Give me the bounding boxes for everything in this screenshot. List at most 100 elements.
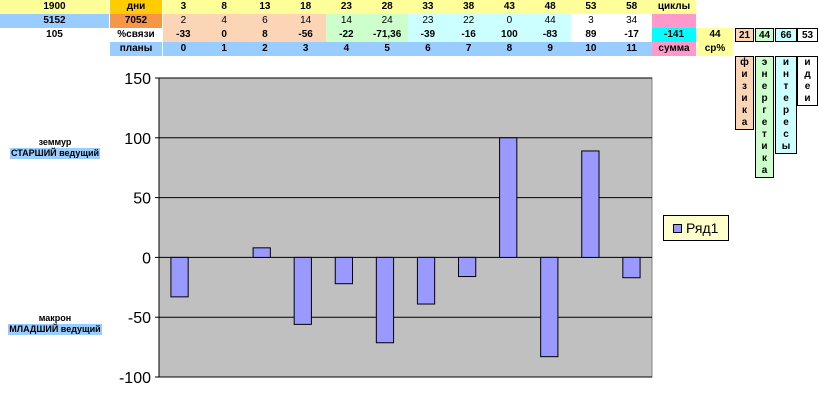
top-presenter: земмур СТАРШИЙ ведущий <box>0 137 110 159</box>
days-lead: 1900 <box>0 0 109 14</box>
plan-cell: 4 <box>326 42 367 56</box>
vertical-letter: т <box>762 129 767 140</box>
plan-cell: 1 <box>203 42 245 56</box>
vertical-letter: г <box>762 105 767 116</box>
int-value: 66 <box>775 28 797 42</box>
bars <box>170 137 641 358</box>
vertical-letter: р <box>782 105 790 116</box>
y-tick-label: -100 <box>119 370 151 387</box>
link-cell: -39 <box>407 28 449 42</box>
legend-label: Ряд1 <box>686 220 719 236</box>
pink-cell <box>652 14 696 28</box>
y-axis: 150 100 50 0 -50 -100 <box>119 71 160 387</box>
day-cell: 23 <box>326 0 367 14</box>
en-value: 44 <box>755 28 774 42</box>
value-cell: 34 <box>611 14 652 28</box>
avg-label: ср% <box>697 42 733 56</box>
day-cell: 3 <box>163 0 204 14</box>
vertical-letter: е <box>761 117 768 128</box>
plan-cell: 10 <box>570 42 612 56</box>
link-cell: -33 <box>163 28 204 42</box>
value-cell: 14 <box>285 14 326 28</box>
day-cell: 13 <box>244 0 286 14</box>
y-tick-label: 0 <box>142 250 151 267</box>
avg-value: 44 <box>697 28 733 42</box>
bar <box>170 256 189 298</box>
value-cell: 24 <box>366 14 408 28</box>
day-cell: 38 <box>448 0 489 14</box>
value-cell: 23 <box>407 14 449 28</box>
vertical-letter: ф <box>740 57 749 68</box>
plot-area <box>158 77 653 378</box>
bar <box>457 256 477 278</box>
day-cell: 53 <box>570 0 612 14</box>
vertical-letter: а <box>741 117 748 128</box>
vertical-letter: и <box>761 141 768 152</box>
value-cell: 44 <box>529 14 571 28</box>
vertical-letter: е <box>804 81 811 92</box>
second-label: 7052 <box>110 14 162 28</box>
link-lead: 105 <box>46 29 63 40</box>
vertical-letter: ы <box>781 141 791 152</box>
plan-cell: 8 <box>489 42 530 56</box>
y-tick-label: 100 <box>124 131 151 148</box>
vertical-letter: е <box>783 117 789 128</box>
day-cell: 33 <box>407 0 449 14</box>
fiz-value: 21 <box>735 28 754 42</box>
y-tick-label: 50 <box>133 191 151 208</box>
y-tick-label: -50 <box>128 310 151 327</box>
vertical-letter: р <box>761 93 768 104</box>
y-tick-label: 150 <box>124 71 151 88</box>
bottom-presenter-name: макрон <box>38 313 72 323</box>
bar <box>252 247 271 258</box>
day-cell: 58 <box>611 0 652 14</box>
plans-label: планы <box>110 42 162 56</box>
vertical-letter: и <box>804 93 811 104</box>
bar <box>375 256 395 344</box>
bottom-presenter: макрон МЛАДШИЙ ведущий <box>0 313 110 335</box>
value-cell: 22 <box>448 14 489 28</box>
vertical-letter: е <box>761 81 768 92</box>
top-presenter-role: СТАРШИЙ ведущий <box>9 148 101 159</box>
value-cell: 3 <box>570 14 612 28</box>
plan-cell: 6 <box>407 42 449 56</box>
vertical-letter: н <box>782 69 790 80</box>
plan-cell: 3 <box>285 42 326 56</box>
bar <box>499 137 518 258</box>
value-cell: 2 <box>163 14 204 28</box>
second-lead: 5152 <box>0 14 109 28</box>
cycles-label: циклы <box>652 0 696 14</box>
plan-cell: 0 <box>163 42 204 56</box>
link-cell: 100 <box>489 28 530 42</box>
sum-label: сумма <box>652 42 696 56</box>
link-cell: -71,36 <box>366 28 408 42</box>
day-cell: 43 <box>489 0 530 14</box>
bar <box>416 256 436 305</box>
value-cell: 0 <box>489 14 530 28</box>
link-cell: 89 <box>570 28 612 42</box>
legend-swatch <box>673 224 682 233</box>
value-cell: 4 <box>203 14 245 28</box>
vertical-letter: и <box>782 57 790 68</box>
vertical-letter: к <box>741 105 747 116</box>
plan-cell: 2 <box>244 42 286 56</box>
link-cell: -17 <box>611 28 652 42</box>
bar <box>334 256 354 285</box>
day-cell: 48 <box>529 0 571 14</box>
plan-cell: 9 <box>529 42 571 56</box>
gridlines <box>159 77 652 378</box>
row-days: 1900 дни 3 8 13 18 23 28 33 38 43 48 53 58 циклы <box>0 0 819 14</box>
day-cell: 18 <box>285 0 326 14</box>
bottom-presenter-role: МЛАДШИЙ ведущий <box>8 324 102 335</box>
value-cell: 14 <box>326 14 367 28</box>
value-cell: 6 <box>244 14 286 28</box>
bar <box>293 256 312 325</box>
sum-value: -141 <box>652 28 696 42</box>
vertical-letter: с <box>783 129 789 140</box>
link-cell: 0 <box>203 28 245 42</box>
days-label: дни <box>110 0 162 14</box>
row-plans: планы 0 1 2 3 4 5 6 7 8 9 10 11 сумма ср% <box>0 42 819 56</box>
vertical-letter: э <box>761 57 768 68</box>
